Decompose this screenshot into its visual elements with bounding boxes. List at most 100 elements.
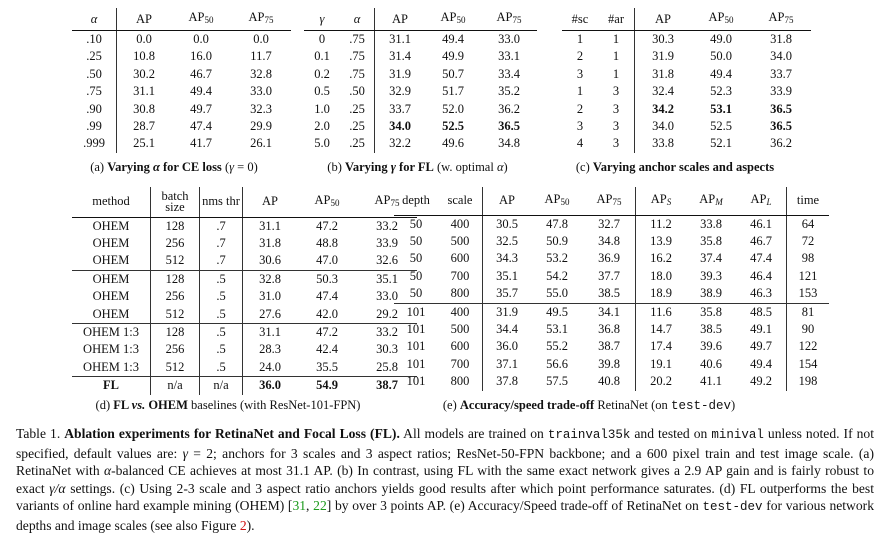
table-cell: 50 <box>409 233 423 248</box>
table-cell: n/a <box>199 376 243 395</box>
column-header: nms thr <box>199 187 243 218</box>
header-text: α <box>90 11 98 26</box>
caption-segment: ). <box>246 517 255 533</box>
table-cell: 13.9 <box>635 232 686 251</box>
column-header: AP75 <box>583 187 636 216</box>
table-cell: 52.5 <box>442 119 464 134</box>
table-row: .25 10.8 16.0 11.7 <box>72 48 291 66</box>
table-cell: .10 <box>86 32 102 46</box>
caption-segment: Accuracy/speed trade-off <box>459 398 595 412</box>
table-cell: 47.2 <box>297 322 357 342</box>
column-header: AP50 <box>297 187 357 218</box>
table-cell: 36.8 <box>598 321 620 336</box>
table-cell: 55.0 <box>546 286 568 301</box>
table-cell: 512 <box>150 252 200 271</box>
table-cell: OHEM <box>72 269 151 289</box>
table-cell: 256 <box>150 341 200 359</box>
table-row: 0.2 .75 31.9 50.7 33.4 <box>304 65 537 84</box>
table-cell: 33.8 <box>700 216 722 231</box>
table-cell: .75 <box>349 66 365 81</box>
reference-link[interactable]: 31 <box>292 498 307 514</box>
header-text: nms thr <box>202 194 240 209</box>
table-cell: .7 <box>199 252 243 271</box>
table-cell: 31.1 <box>116 83 171 101</box>
table-b-wrapper: γ α AP AP50 AP75 0.75 31.1 49.4 33.0 0.1.75 31.4 49… <box>304 8 537 153</box>
table-cell: 29.2 <box>376 306 398 321</box>
table-cell: 39.3 <box>700 268 722 283</box>
table-row: .75 31.1 49.4 33.0 <box>72 83 291 101</box>
table-cell: OHEM <box>92 253 130 268</box>
table-cell: 49.4 <box>710 66 732 81</box>
reference-link[interactable]: 22 <box>313 498 327 514</box>
table-row: 1.0 .25 33.7 52.0 36.2 <box>304 100 537 119</box>
table-cell: FL <box>72 376 151 395</box>
header-text: AP <box>699 191 716 206</box>
table-cell: 19.1 <box>635 355 686 374</box>
caption-segment: α <box>496 160 504 174</box>
reference-link[interactable]: 2 <box>239 517 247 533</box>
table-cell: 52.5 <box>710 119 732 134</box>
header-text: time <box>796 193 820 208</box>
header-text: AP <box>440 10 457 24</box>
header-text: AP <box>136 11 152 26</box>
table-cell: .25 <box>86 49 102 64</box>
caption-segment: (a) <box>90 160 108 174</box>
column-header: AP <box>634 8 691 31</box>
table-cell: 36.5 <box>770 119 792 134</box>
table-cell: .25 <box>349 136 365 151</box>
header-text: AP <box>392 11 408 26</box>
table-cell: 50 <box>409 286 423 301</box>
table-cell: 25.1 <box>116 135 171 153</box>
table-cell: 32.9 <box>374 83 425 101</box>
caption-segment: and tested on <box>630 426 712 441</box>
table-cell: 41.1 <box>700 374 722 389</box>
table-cell: 39.8 <box>598 356 620 371</box>
table-cell: 154 <box>786 355 829 374</box>
caption-segment: Varying <box>344 160 391 174</box>
table-cell: 39.6 <box>700 339 722 354</box>
table-row: 1 3 32.4 52.3 33.9 <box>562 83 811 101</box>
caption-segment: baselines (with ResNet-101-FPN) <box>187 398 361 412</box>
header-text: AP <box>496 10 513 24</box>
table-cell: 49.2 <box>750 374 772 389</box>
table-cell: 49.1 <box>750 321 772 336</box>
header-text: depth <box>402 193 430 208</box>
table-cell: 33.0 <box>498 32 520 46</box>
header-subscript: M <box>715 196 723 207</box>
table-cell: 40.6 <box>700 356 722 371</box>
header-subscript: 50 <box>330 197 340 208</box>
caption-segment: vs. <box>131 398 146 412</box>
table-cell: 36.2 <box>770 136 792 151</box>
table-row: 4 3 33.8 52.1 36.2 <box>562 135 811 153</box>
table-cell: 33.4 <box>498 66 520 81</box>
table-cell: 30.3 <box>634 30 691 49</box>
table-cell: 34.0 <box>634 118 691 136</box>
table-cell: 11.2 <box>635 215 686 233</box>
table-cell: 400 <box>450 216 470 231</box>
caption-segment: α <box>152 160 160 174</box>
column-header: method <box>72 187 151 218</box>
table-cell: 1 <box>576 32 584 46</box>
header-subscript: L <box>766 196 772 207</box>
table-cell: 98 <box>786 250 829 268</box>
table-cell: 128 <box>150 217 200 235</box>
caption-segment: Table 1. <box>16 426 65 441</box>
column-header: α <box>340 8 375 31</box>
table-cell: 46.7 <box>750 233 772 248</box>
table-e: depth scale AP AP50 AP75 APS APM APL time 50 400 30… <box>394 187 829 391</box>
table-cell: 53.1 <box>546 321 568 336</box>
header-subscript: 50 <box>724 15 734 25</box>
table-cell: 49.5 <box>531 302 583 321</box>
table-cell: 101 <box>406 356 426 371</box>
table-cell: 50 <box>409 268 423 283</box>
table-cell: 101 <box>406 321 426 336</box>
table-cell: 81 <box>786 302 829 321</box>
table-cell: 500 <box>450 321 470 336</box>
table-cell: 31.1 <box>242 217 297 235</box>
table-cell: 0.0 <box>253 32 269 46</box>
table-cell: OHEM <box>92 235 130 250</box>
table-cell: 800 <box>450 286 470 301</box>
caption-segment: minival <box>711 428 764 442</box>
table-cell: 49.9 <box>442 49 464 64</box>
